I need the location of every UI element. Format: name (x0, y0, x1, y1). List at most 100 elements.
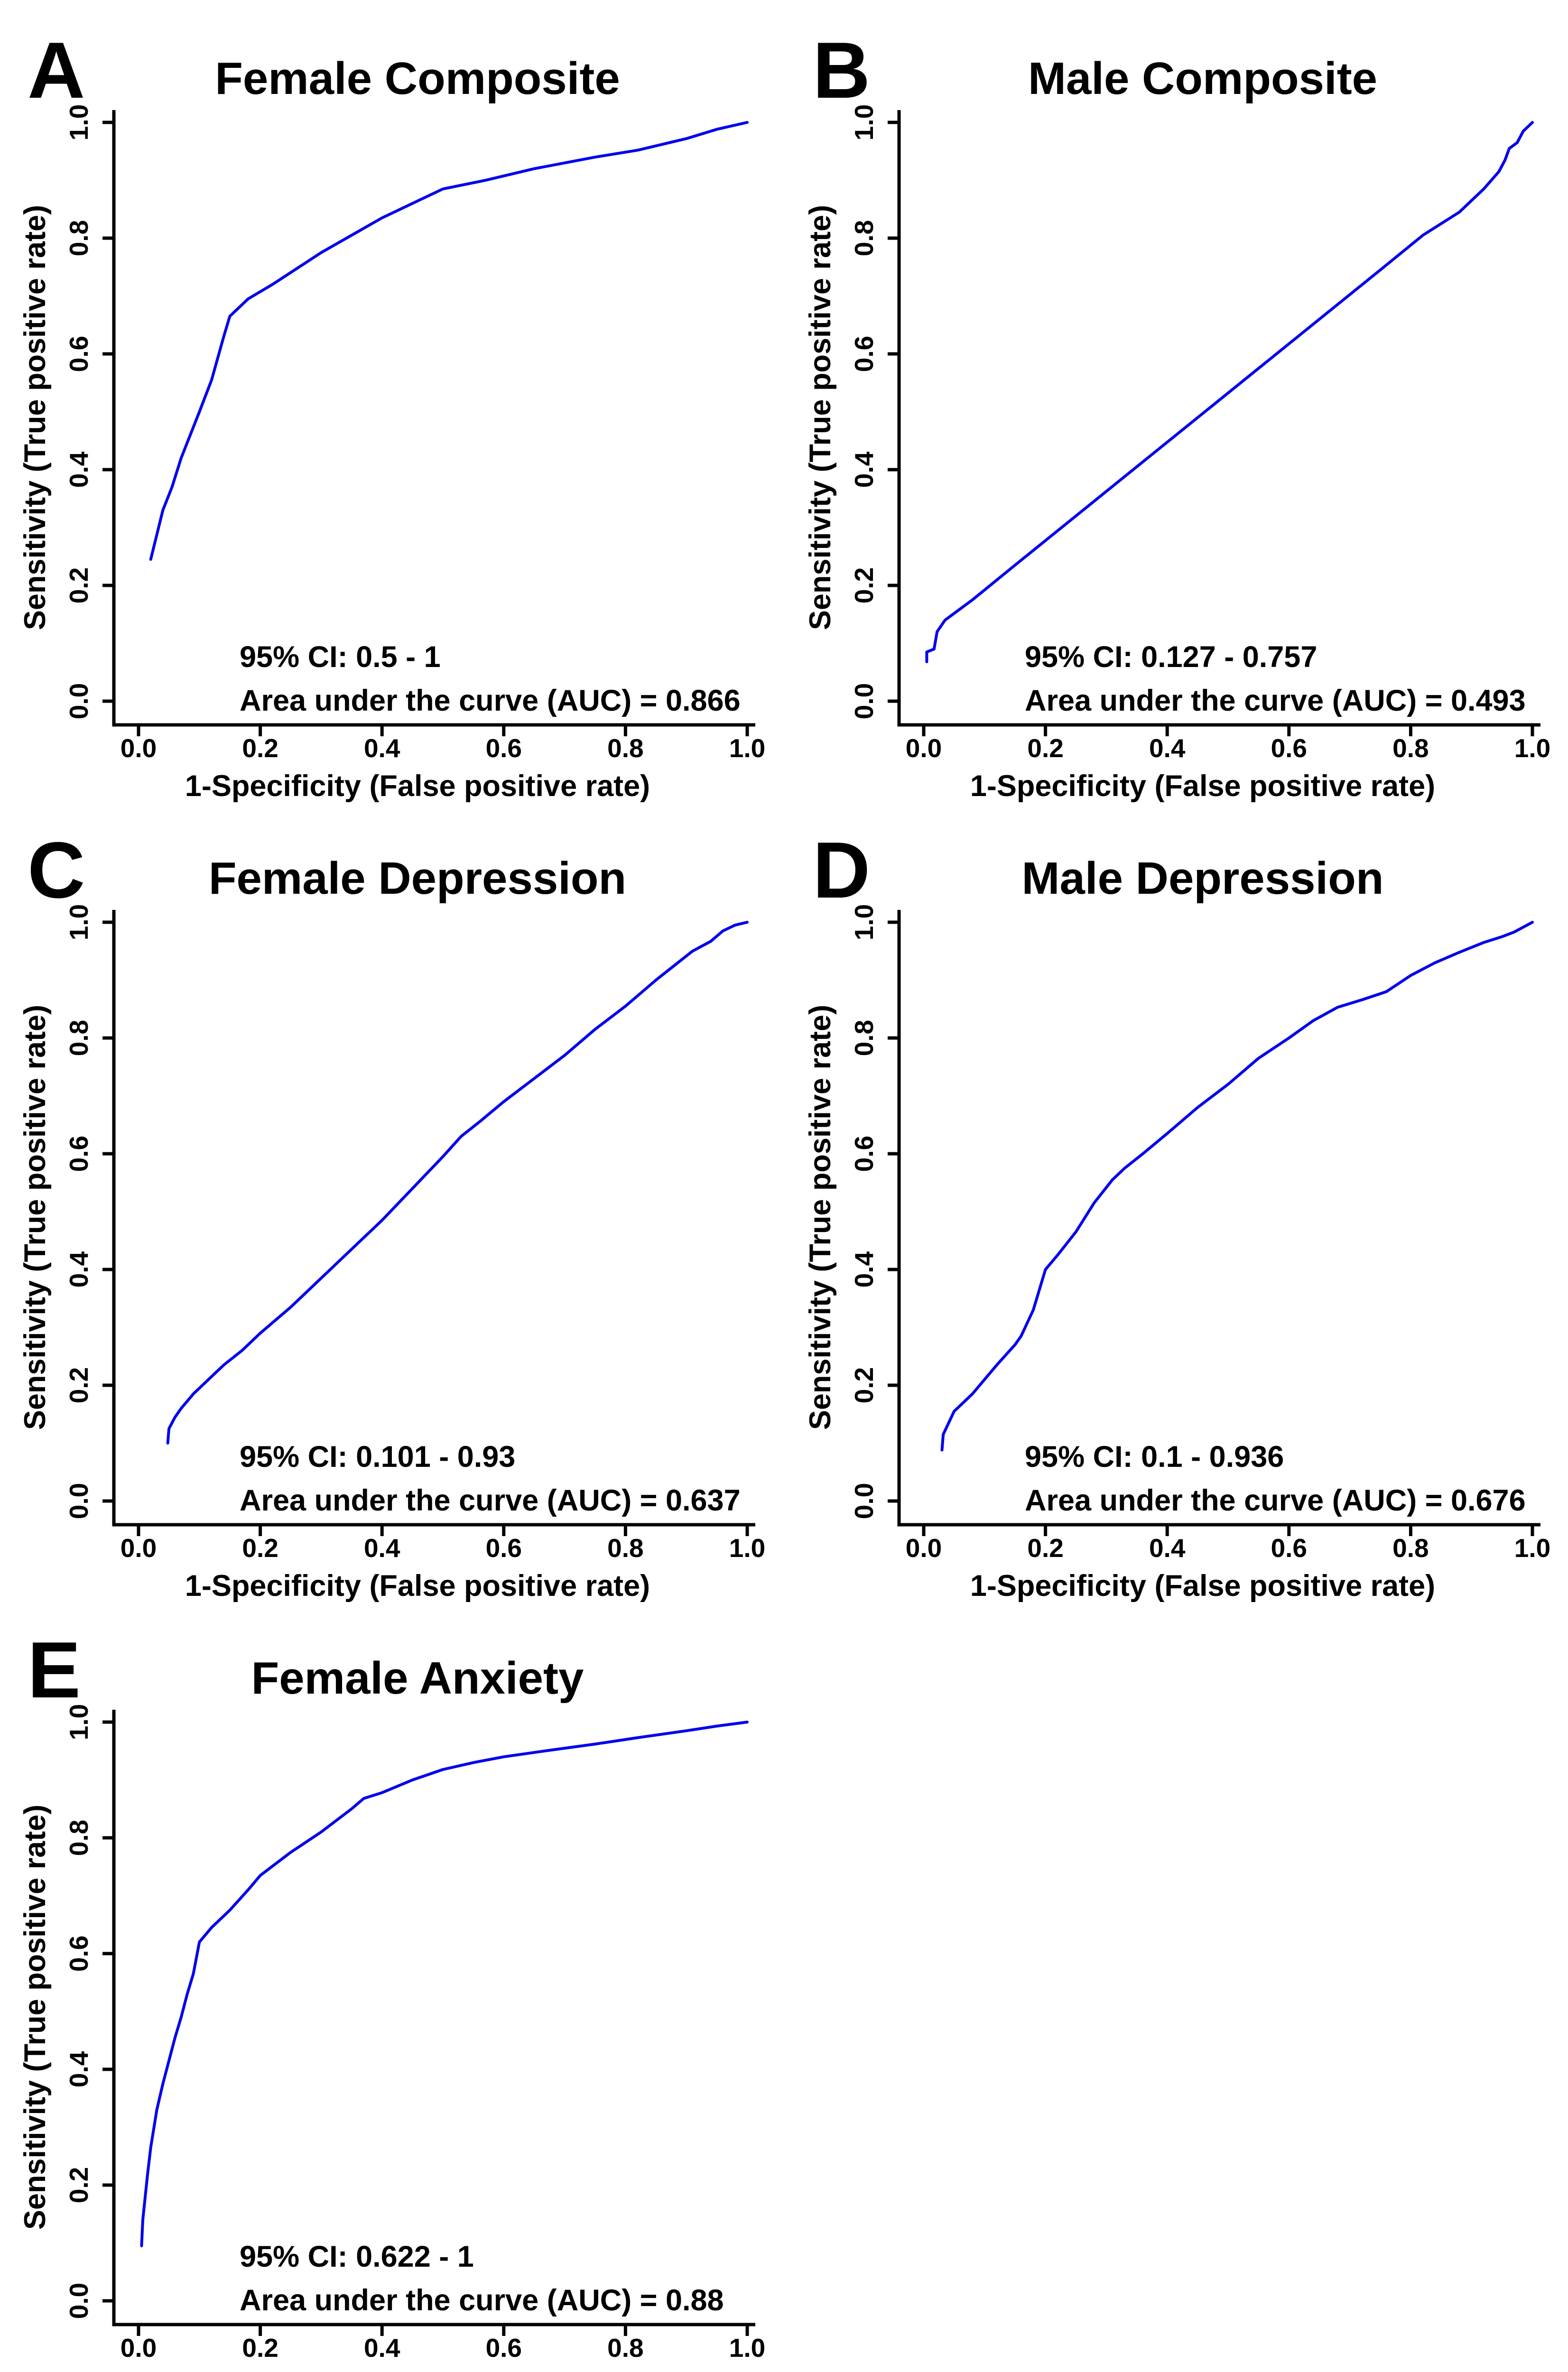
x-axis-label: 1-Specificity (False positive rate) (185, 1569, 650, 1603)
panel-female-anxiety: E Female Anxiety Sensitivity (True posit… (19, 1625, 765, 2372)
y-tick-label: 0.2 (64, 2167, 93, 2203)
x-tick-label: 0.2 (242, 2333, 278, 2363)
panel-letter: D (813, 825, 870, 915)
y-tick-label: 0.8 (64, 220, 93, 256)
x-tick-label: 0.8 (607, 2333, 643, 2363)
x-tick-label: 0.0 (121, 1533, 157, 1563)
x-tick-label: 0.2 (1027, 733, 1063, 763)
y-tick-label: 1.0 (849, 904, 879, 940)
plot-area: 0.0 0.2 0.4 0.6 0.8 1.0 0.0 0.2 0.4 0.6 0.8 1.0 (849, 104, 1550, 763)
ci-annotation: 95% CI: 0.5 - 1 (240, 640, 441, 674)
y-tick-label: 0.8 (849, 220, 879, 256)
x-tick-label: 1.0 (1514, 733, 1550, 763)
y-tick-label: 0.6 (64, 336, 93, 372)
y-axis-label: Sensitivity (True positive rate) (19, 1805, 52, 2230)
y-tick-label: 0.4 (64, 1251, 93, 1288)
chart-title: Female Composite (215, 53, 620, 104)
x-tick-label: 0.4 (1149, 1533, 1186, 1563)
x-tick-label: 0.4 (1149, 733, 1186, 763)
y-axis-label: Sensitivity (True positive rate) (804, 1005, 837, 1430)
auc-annotation: Area under the curve (AUC) = 0.88 (240, 2284, 724, 2317)
panel-letter: A (28, 26, 85, 115)
chart-title: Female Anxiety (251, 1653, 584, 1704)
y-tick-label: 0.2 (64, 567, 93, 603)
y-tick-label: 0.4 (849, 451, 879, 488)
x-tick-label: 0.4 (364, 1533, 400, 1563)
y-tick-label: 0.0 (64, 683, 93, 719)
x-tick-label: 0.8 (607, 1533, 643, 1563)
y-tick-label: 1.0 (64, 104, 93, 140)
x-tick-label: 1.0 (1514, 1533, 1550, 1563)
y-tick-label: 0.6 (849, 1136, 879, 1172)
y-tick-label: 0.0 (849, 1483, 879, 1519)
y-tick-label: 0.8 (64, 1020, 93, 1056)
x-tick-label: 0.0 (121, 2333, 157, 2363)
x-tick-label: 0.8 (1392, 733, 1429, 763)
auc-annotation: Area under the curve (AUC) = 0.637 (240, 1484, 741, 1517)
x-axis-label: 1-Specificity (False positive rate) (970, 1569, 1435, 1603)
plot-area: 0.0 0.2 0.4 0.6 0.8 1.0 0.0 0.2 0.4 0.6 0.8 1.0 (64, 904, 765, 1563)
y-tick-label: 1.0 (64, 904, 93, 940)
roc-curve (149, 121, 749, 561)
y-tick-label: 0.0 (849, 683, 879, 719)
auc-annotation: Area under the curve (AUC) = 0.866 (240, 684, 741, 717)
plot-area: 0.0 0.2 0.4 0.6 0.8 1.0 0.0 0.2 0.4 0.6 0.8 1.0 (849, 904, 1550, 1563)
ci-annotation: 95% CI: 0.622 - 1 (240, 2240, 474, 2273)
x-axis-label: 1-Specificity (False positive rate) (185, 769, 650, 803)
roc-curve (140, 1721, 749, 2248)
y-tick-label: 0.8 (849, 1020, 879, 1056)
y-axis-label: Sensitivity (True positive rate) (19, 1005, 52, 1430)
x-tick-label: 0.6 (1271, 1533, 1307, 1563)
x-tick-label: 0.6 (486, 2333, 522, 2363)
chart-title: Male Composite (1028, 53, 1377, 104)
x-tick-label: 0.6 (486, 1533, 522, 1563)
plot-area: 0.0 0.2 0.4 0.6 0.8 1.0 0.0 0.2 0.4 0.6 0.8 1.0 (64, 1704, 765, 2363)
x-tick-label: 0.2 (242, 733, 278, 763)
roc-curve (940, 921, 1534, 1452)
y-axis-label: Sensitivity (True positive rate) (19, 205, 52, 630)
auc-annotation: Area under the curve (AUC) = 0.676 (1025, 1484, 1526, 1517)
y-tick-label: 0.6 (849, 336, 879, 372)
x-tick-label: 0.8 (1392, 1533, 1429, 1563)
panel-letter: E (28, 1625, 81, 1714)
x-tick-label: 1.0 (729, 2333, 765, 2363)
chart-title: Female Depression (209, 853, 626, 904)
y-tick-label: 0.4 (64, 451, 93, 488)
x-tick-label: 0.2 (1027, 1533, 1063, 1563)
y-tick-label: 0.2 (64, 1367, 93, 1403)
panel-female-depression: C Female Depression Sensitivity (True po… (19, 825, 765, 1603)
chart-title: Male Depression (1022, 853, 1384, 904)
panel-letter: B (813, 26, 870, 115)
ci-annotation: 95% CI: 0.1 - 0.936 (1025, 1440, 1284, 1473)
y-tick-label: 0.6 (64, 1936, 93, 1972)
x-tick-label: 0.2 (242, 1533, 278, 1563)
roc-curve (166, 921, 749, 1445)
y-tick-label: 0.8 (64, 1820, 93, 1856)
panel-female-composite: A Female Composite Sensitivity (True pos… (19, 26, 765, 803)
roc-curve (925, 121, 1534, 663)
y-tick-label: 1.0 (64, 1704, 93, 1740)
x-tick-label: 0.0 (121, 733, 157, 763)
y-axis-label: Sensitivity (True positive rate) (804, 205, 837, 630)
ci-annotation: 95% CI: 0.101 - 0.93 (240, 1440, 515, 1473)
panel-letter: C (28, 825, 85, 915)
auc-annotation: Area under the curve (AUC) = 0.493 (1025, 684, 1526, 717)
y-tick-label: 0.0 (64, 2283, 93, 2319)
x-tick-label: 0.4 (364, 2333, 400, 2363)
x-tick-label: 1.0 (729, 733, 765, 763)
panel-male-depression: D Male Depression Sensitivity (True posi… (804, 825, 1550, 1603)
y-tick-label: 0.0 (64, 1483, 93, 1519)
x-axis-label: 1-Specificity (False positive rate) (185, 2369, 650, 2372)
x-tick-label: 0.0 (906, 1533, 942, 1563)
x-tick-label: 0.0 (906, 733, 942, 763)
y-tick-label: 1.0 (849, 104, 879, 140)
panel-male-composite: B Male Composite Sensitivity (True posit… (804, 26, 1550, 803)
x-axis-label: 1-Specificity (False positive rate) (970, 769, 1435, 803)
y-tick-label: 0.6 (64, 1136, 93, 1172)
x-tick-label: 0.6 (486, 733, 522, 763)
y-tick-label: 0.4 (64, 2051, 93, 2087)
x-tick-label: 1.0 (729, 1533, 765, 1563)
x-tick-label: 0.4 (364, 733, 400, 763)
y-tick-label: 0.4 (849, 1251, 879, 1288)
